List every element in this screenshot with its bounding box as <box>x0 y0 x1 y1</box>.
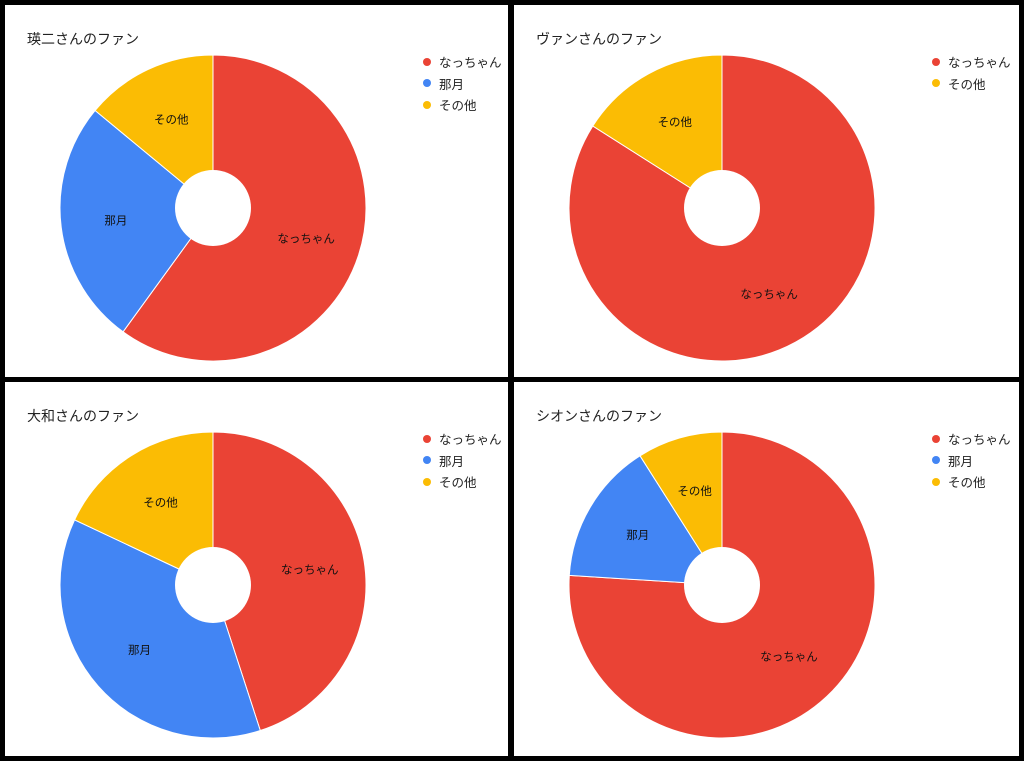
chart-title: 大和さんのファン <box>27 409 139 425</box>
chart-legend: なっちゃん那月その他 <box>423 428 502 493</box>
legend-label: その他 <box>948 475 986 491</box>
legend-label: その他 <box>439 98 477 114</box>
chart-legend: なっちゃん その他 <box>932 51 1011 94</box>
pie-chart-shion: なっちゃん 那月 その他 <box>568 431 876 739</box>
slice-label-nacchan: なっちゃん <box>277 231 335 245</box>
legend-item-other: その他 <box>423 94 502 116</box>
legend-label: なっちゃん <box>948 55 1011 71</box>
legend-swatch <box>423 57 431 66</box>
slice-label-other: その他 <box>677 484 712 498</box>
legend-swatch <box>423 456 431 465</box>
chart-legend: なっちゃん那月その他 <box>932 428 1011 493</box>
legend-label: 那月 <box>439 453 465 469</box>
legend-swatch <box>423 434 431 443</box>
legend-label: その他 <box>439 475 477 491</box>
slice-label-nazuki: 那月 <box>626 528 649 542</box>
slice-label-nacchan: なっちゃん <box>740 287 798 301</box>
chart-legend: なっちゃん那月その他 <box>423 51 502 116</box>
donut-hole <box>684 170 760 246</box>
legend-item-nazuki: 那月 <box>423 73 502 95</box>
slice-nazuki <box>59 519 261 739</box>
legend-label: なっちゃん <box>439 432 502 448</box>
slice-other <box>73 431 214 586</box>
slice-label-other: その他 <box>154 112 189 126</box>
legend-swatch <box>423 477 431 486</box>
donut-hole <box>175 170 251 246</box>
legend-label: その他 <box>948 76 986 92</box>
legend-item-other: その他 <box>423 471 502 493</box>
slice-nazuki <box>568 455 723 586</box>
pie-chart-eiji: なっちゃん 那月 その他 <box>59 54 367 362</box>
slice-label-nacchan: なっちゃん <box>281 563 339 577</box>
slice-label-nazuki: 那月 <box>104 213 127 227</box>
legend-item-nacchan: なっちゃん <box>423 51 502 73</box>
pie-chart-van: なっちゃん その他 <box>568 54 876 362</box>
legend-swatch <box>423 100 431 109</box>
donut-hole <box>175 547 251 623</box>
legend-swatch <box>932 477 940 486</box>
chart-panel-eiji: 瑛二さんのファン なっちゃん 那月 その他 なっちゃん 那月 その他 <box>5 5 508 377</box>
chart-panel-van: ヴァンさんのファン なっちゃん その他 なっちゃん その他 <box>514 5 1019 377</box>
legend-label: 那月 <box>439 76 465 92</box>
chart-title: ヴァンさんのファン <box>536 32 662 48</box>
slice-label-nacchan: なっちゃん <box>760 649 818 663</box>
slice-nacchan <box>212 431 367 732</box>
slice-other <box>639 431 723 587</box>
slice-other <box>592 54 723 209</box>
legend-item-other: その他 <box>932 73 1011 95</box>
donut-hole <box>684 547 760 623</box>
slice-other <box>94 54 214 210</box>
chart-title: 瑛二さんのファン <box>27 32 139 48</box>
chart-panel-yamato: 大和さんのファン なっちゃん 那月 その他 なっちゃん 那月 その他 <box>5 382 508 756</box>
legend-swatch <box>932 434 940 443</box>
legend-swatch <box>932 57 940 66</box>
legend-label: なっちゃん <box>948 432 1011 448</box>
legend-item-nazuki: 那月 <box>423 450 502 472</box>
slice-nazuki <box>59 109 214 333</box>
slice-label-nazuki: 那月 <box>128 643 151 657</box>
legend-label: 那月 <box>948 453 974 469</box>
legend-item-nacchan: なっちゃん <box>932 51 1011 73</box>
chart-title: シオンさんのファン <box>536 409 662 425</box>
legend-label: なっちゃん <box>439 55 502 71</box>
legend-item-other: その他 <box>932 471 1011 493</box>
legend-item-nacchan: なっちゃん <box>423 428 502 450</box>
legend-swatch <box>932 456 940 465</box>
legend-swatch <box>932 79 940 88</box>
legend-swatch <box>423 79 431 88</box>
legend-item-nacchan: なっちゃん <box>932 428 1011 450</box>
slice-label-other: その他 <box>143 495 178 509</box>
slice-nacchan <box>568 431 876 739</box>
chart-panel-shion: シオンさんのファン なっちゃん 那月 その他 なっちゃん 那月 その他 <box>514 382 1019 756</box>
slice-label-other: その他 <box>658 115 693 129</box>
legend-item-nazuki: 那月 <box>932 450 1011 472</box>
